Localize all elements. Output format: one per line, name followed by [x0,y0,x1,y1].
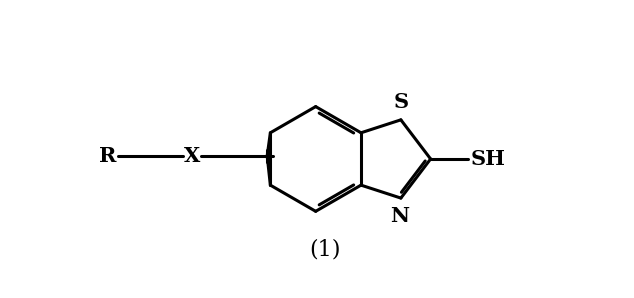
Text: SH: SH [470,149,506,169]
Text: N: N [390,206,409,226]
Text: R: R [99,146,117,166]
Text: X: X [184,146,201,166]
Text: S: S [394,92,409,112]
Text: (1): (1) [309,239,340,261]
